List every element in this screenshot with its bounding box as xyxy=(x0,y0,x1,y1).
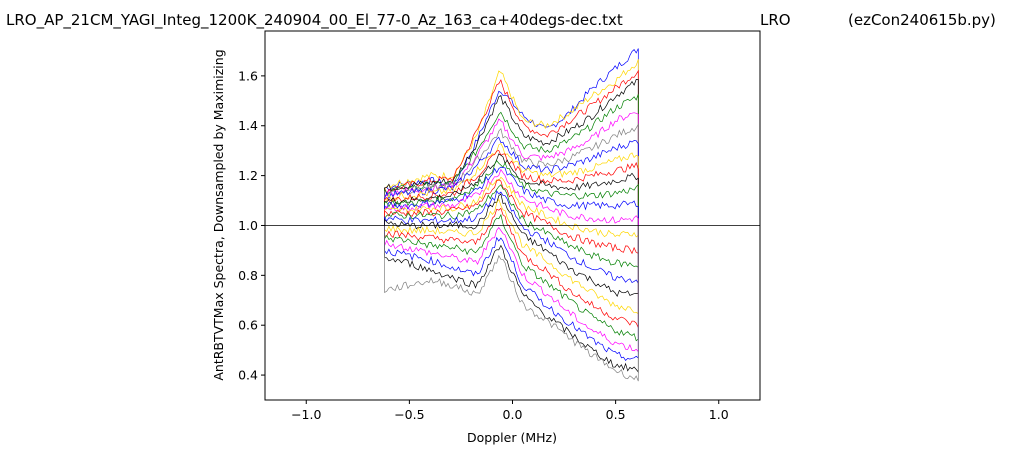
series-line-4 xyxy=(384,93,639,226)
x-tick-label: 0.5 xyxy=(606,407,626,422)
y-axis-ticks: 0.4 0.6 0.8 1.0 1.2 1.4 1.6 xyxy=(238,68,265,383)
y-tick-label: 0.8 xyxy=(238,268,258,283)
series-line-3 xyxy=(384,79,639,226)
x-tick-label: −1.0 xyxy=(291,407,321,422)
series-line-16 xyxy=(384,184,639,269)
series-line-15 xyxy=(384,179,639,255)
series-line-14 xyxy=(384,176,639,238)
x-axis-ticks: −1.0 −0.5 0.0 0.5 1.0 xyxy=(291,400,729,422)
series-line-24 xyxy=(384,225,639,373)
series-line-6 xyxy=(384,123,639,226)
series-line-1 xyxy=(384,59,639,226)
series-layer xyxy=(384,48,639,382)
chart-title-left: LRO_AP_21CM_YAGI_Integ_1200K_240904_00_E… xyxy=(6,11,623,30)
y-tick-label: 1.0 xyxy=(238,218,258,233)
series-line-11 xyxy=(384,159,639,226)
series-line-9 xyxy=(384,150,639,226)
y-tick-label: 0.6 xyxy=(238,318,258,333)
series-line-8 xyxy=(384,142,639,226)
y-tick-label: 0.4 xyxy=(238,368,258,383)
x-tick-label: 0.0 xyxy=(503,407,523,422)
series-line-22 xyxy=(384,225,639,353)
series-line-7 xyxy=(384,136,639,226)
y-tick-label: 1.4 xyxy=(238,118,258,133)
series-line-2 xyxy=(384,69,639,226)
series-line-17 xyxy=(384,190,639,285)
series-line-0 xyxy=(384,48,639,226)
y-tick-label: 1.6 xyxy=(238,68,258,83)
chart-title-right: (ezCon240615b.py) xyxy=(848,11,996,29)
x-axis-label: Doppler (MHz) xyxy=(467,430,557,445)
series-line-13 xyxy=(384,168,639,226)
series-line-18 xyxy=(384,193,639,297)
x-tick-label: 1.0 xyxy=(709,407,729,422)
x-tick-label: −0.5 xyxy=(394,407,424,422)
series-line-12 xyxy=(384,166,639,226)
series-line-10 xyxy=(384,153,639,226)
series-line-25 xyxy=(384,225,639,382)
series-line-20 xyxy=(384,207,639,328)
series-line-23 xyxy=(384,225,639,361)
y-axis-label: AntRBTVTMax Spectra, Downsampled by Maxi… xyxy=(211,49,226,380)
y-tick-label: 1.2 xyxy=(238,168,258,183)
series-line-21 xyxy=(384,213,639,342)
series-line-19 xyxy=(384,198,639,315)
series-line-5 xyxy=(384,112,639,226)
chart-title-mid: LRO xyxy=(760,11,791,29)
